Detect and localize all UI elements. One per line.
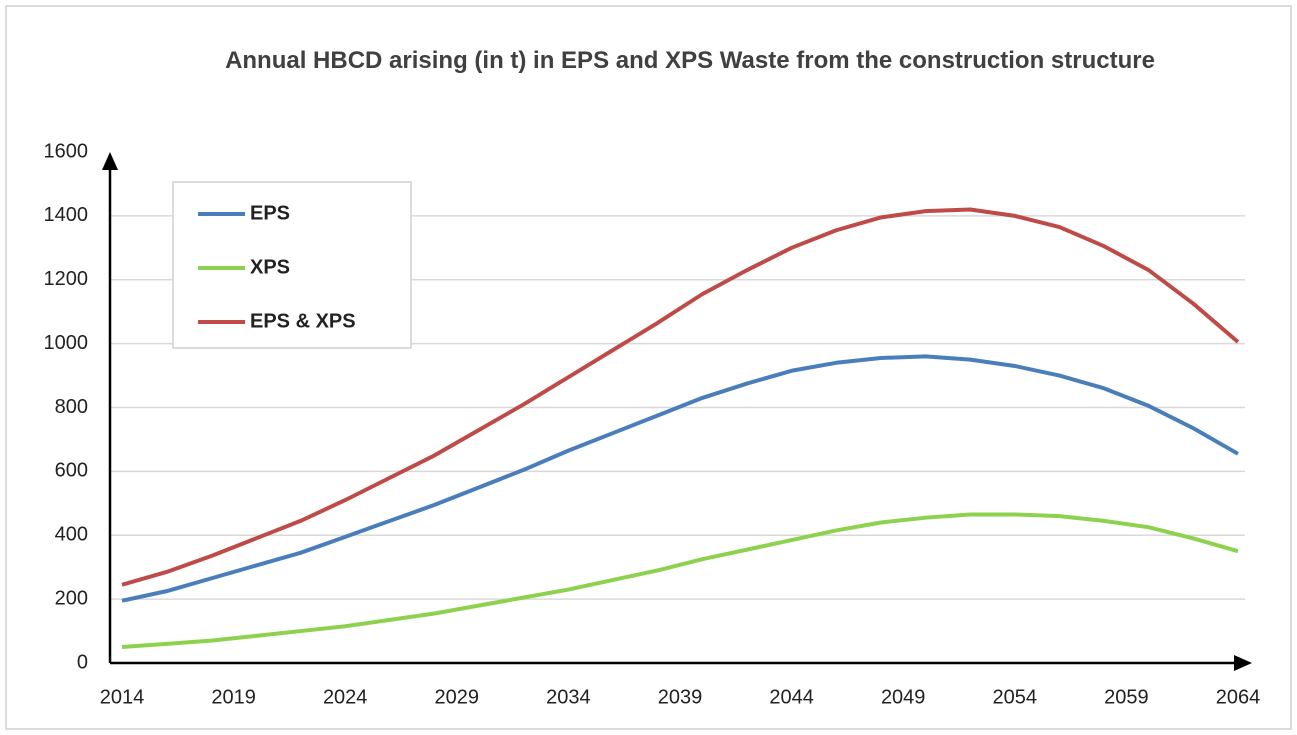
y-tick-label: 400	[55, 524, 88, 546]
series-line	[121, 354, 1239, 603]
y-tick-label: 800	[55, 396, 88, 418]
y-tick-label: 600	[55, 460, 88, 482]
y-tick-label: 1000	[44, 332, 89, 354]
series-line	[121, 512, 1239, 650]
y-tick-label: 1600	[44, 140, 89, 162]
x-tick-label: 2059	[1104, 686, 1149, 708]
legend-label: EPS	[250, 202, 290, 224]
y-tick-label: 1400	[44, 204, 89, 226]
x-tick-label: 2049	[881, 686, 926, 708]
x-tick-label: 2064	[1216, 686, 1261, 708]
chart-border	[5, 5, 1292, 730]
y-tick-label: 0	[77, 651, 88, 673]
chart-title: Annual HBCD arising (in t) in EPS and XP…	[225, 47, 1155, 74]
series-line	[121, 207, 1240, 587]
y-tick-label: 200	[55, 587, 88, 609]
x-tick-label: 2024	[323, 686, 368, 708]
y-tick-label: 1200	[44, 268, 89, 290]
x-tick-label: 2019	[211, 686, 256, 708]
x-axis-arrow	[1234, 655, 1252, 671]
x-tick-label: 2044	[769, 686, 814, 708]
y-axis-arrow	[102, 152, 118, 170]
legend-label: EPS & XPS	[250, 310, 356, 332]
x-tick-label: 2014	[100, 686, 145, 708]
x-tick-label: 2029	[435, 686, 480, 708]
x-tick-label: 2054	[993, 686, 1038, 708]
x-tick-label: 2039	[658, 686, 703, 708]
x-tick-label: 2034	[546, 686, 591, 708]
legend-label: XPS	[250, 256, 290, 278]
